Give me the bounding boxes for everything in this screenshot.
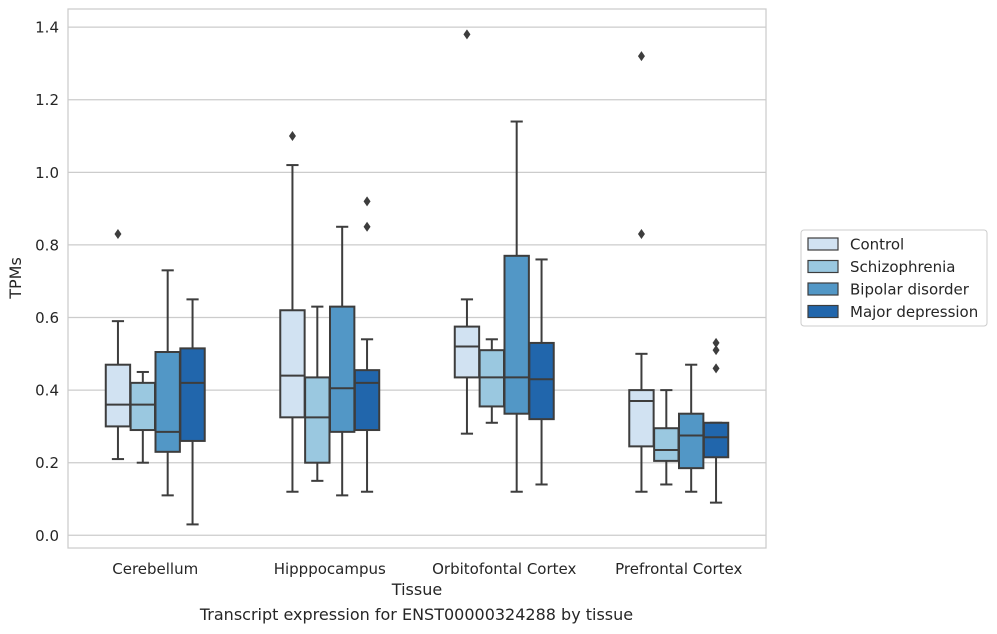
x-tick-label: Prefrontal Cortex (615, 560, 742, 578)
legend-label: Major depression (850, 303, 978, 321)
box-2-3 (528, 258, 555, 486)
legend-swatch (807, 237, 839, 251)
box-body (528, 341, 555, 421)
y-axis-label: TPMs (6, 257, 25, 300)
legend-swatch (807, 282, 839, 296)
box-0-2 (154, 269, 181, 497)
x-axis-label: Tissue (391, 580, 442, 599)
box-body (503, 254, 530, 415)
y-tick-label: 0.6 (35, 309, 59, 327)
box-body (279, 309, 306, 419)
legend-swatch (807, 259, 839, 274)
box-1-0 (279, 131, 306, 493)
y-tick-label: 1.2 (35, 91, 59, 109)
box-3-3 (702, 337, 730, 504)
box-body (353, 369, 381, 432)
box-1-1 (304, 305, 331, 482)
box-1-3 (353, 196, 381, 493)
box-2-2 (503, 120, 530, 493)
y-tick-label: 0.2 (35, 454, 59, 472)
figure-caption: Transcript expression for ENST0000032428… (199, 605, 634, 624)
box-body (304, 376, 331, 464)
y-tick-label: 0.8 (35, 236, 59, 254)
legend-label: Bipolar disorder (850, 281, 970, 299)
box-body (328, 305, 356, 433)
y-tick-label: 0.0 (35, 527, 59, 545)
box-body (129, 381, 157, 432)
outlier-point (637, 229, 645, 240)
box-body (453, 325, 481, 379)
box-3-2 (677, 363, 705, 493)
outlier-point (288, 131, 296, 142)
legend-frame (800, 229, 988, 327)
box-body (702, 421, 730, 459)
x-tick-label: Orbitofontal Cortex (432, 560, 576, 578)
outlier-point (712, 345, 720, 356)
x-tick-label: Cerebellum (112, 560, 198, 578)
box-body (628, 389, 655, 448)
x-tick-labels: Cerebellum Hipppocampus Orbitofontal Corte… (112, 560, 742, 578)
box-3-1 (653, 389, 680, 486)
box-3-0 (628, 51, 655, 493)
plot-area (68, 9, 766, 548)
y-tick-labels: 0.0 0.2 0.4 0.6 0.8 1.0 1.2 1.4 (35, 19, 59, 545)
box-1-2 (328, 225, 356, 497)
outlier-point (712, 337, 720, 348)
plot-frame (67, 8, 767, 549)
box-body (154, 351, 181, 453)
box-body (653, 427, 680, 462)
x-tick-label: Hipppocampus (274, 560, 386, 578)
box-0-0 (104, 229, 132, 461)
outlier-point (114, 229, 122, 240)
outlier-point (637, 51, 645, 62)
legend-label: Schizophrenia (850, 258, 955, 276)
box-body (677, 412, 705, 470)
box-body (104, 363, 132, 428)
outlier-point (363, 221, 371, 232)
box-series (104, 29, 730, 526)
box-2-0 (453, 29, 481, 435)
box-0-3 (179, 298, 206, 526)
y-tick-label: 1.0 (35, 164, 59, 182)
box-2-1 (478, 338, 506, 424)
outlier-point (712, 363, 720, 374)
y-tick-label: 0.4 (35, 382, 59, 400)
legend-label: Control (850, 236, 904, 254)
outlier-point (363, 196, 371, 207)
outlier-point (463, 29, 471, 40)
legend-swatch (807, 304, 839, 319)
box-body (179, 347, 206, 442)
y-tick-label: 1.4 (35, 19, 59, 37)
legend: Control Schizophrenia Bipolar disorder Majo… (800, 229, 988, 327)
